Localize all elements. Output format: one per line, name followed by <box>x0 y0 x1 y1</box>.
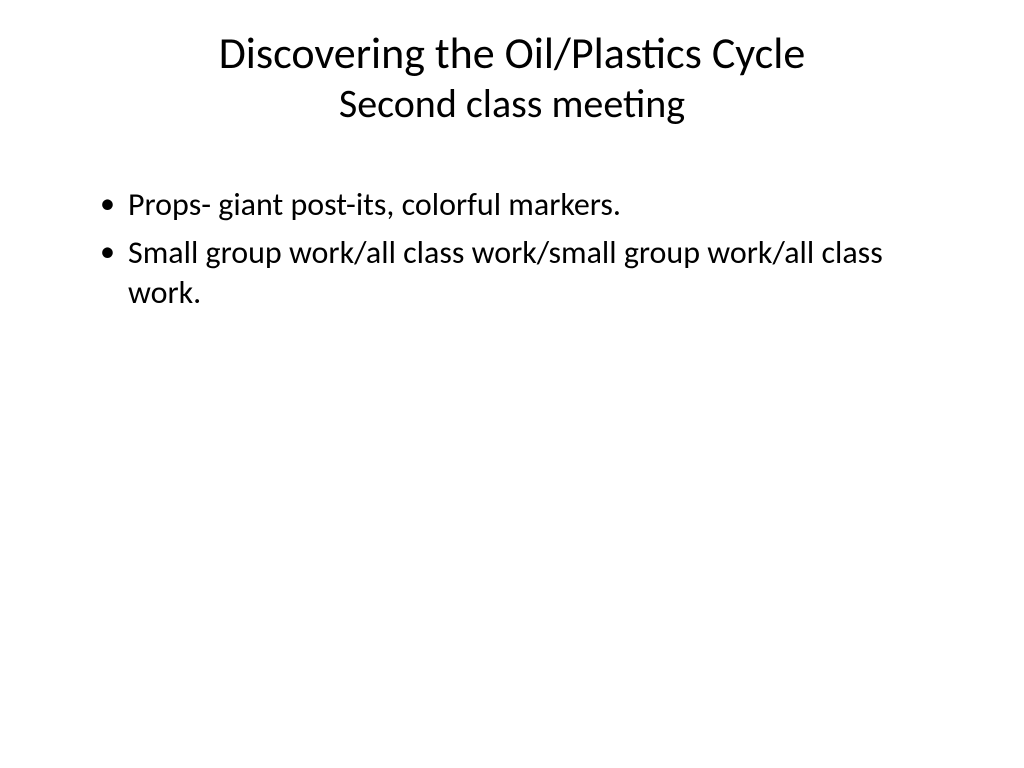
slide-title: Discovering the Oil/Plastics Cycle <box>70 28 954 79</box>
slide-content: Props- giant post-its, colorful markers.… <box>70 185 954 313</box>
list-item: Props- giant post-its, colorful markers. <box>100 185 954 225</box>
bullet-list: Props- giant post-its, colorful markers.… <box>100 185 954 313</box>
list-item: Small group work/all class work/small gr… <box>100 233 954 313</box>
slide-subtitle: Second class meeting <box>70 81 954 127</box>
slide-container: Discovering the Oil/Plastics Cycle Secon… <box>0 0 1024 768</box>
